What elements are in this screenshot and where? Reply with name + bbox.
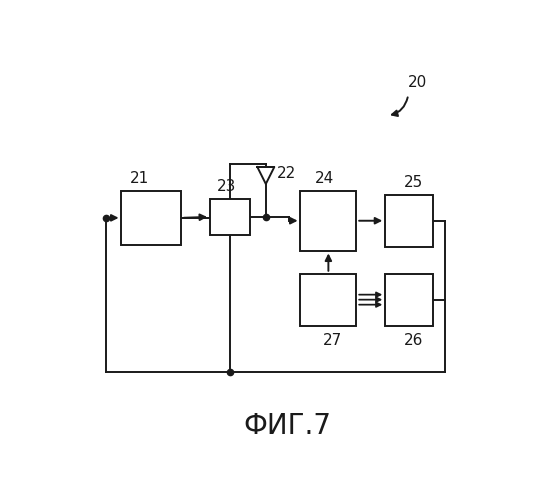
Bar bbox=[301, 274, 356, 326]
Text: 26: 26 bbox=[403, 333, 423, 348]
Bar bbox=[301, 191, 356, 250]
Text: 27: 27 bbox=[323, 333, 342, 348]
Text: 21: 21 bbox=[130, 171, 150, 186]
Text: 22: 22 bbox=[277, 166, 297, 181]
Text: ФИГ.7: ФИГ.7 bbox=[243, 412, 331, 440]
Bar bbox=[122, 191, 181, 245]
Text: 20: 20 bbox=[408, 75, 427, 90]
Text: 23: 23 bbox=[217, 179, 236, 194]
Bar bbox=[210, 198, 250, 235]
Bar bbox=[385, 274, 433, 326]
Text: 24: 24 bbox=[315, 171, 334, 186]
Bar bbox=[385, 194, 433, 246]
Text: 25: 25 bbox=[403, 175, 423, 190]
